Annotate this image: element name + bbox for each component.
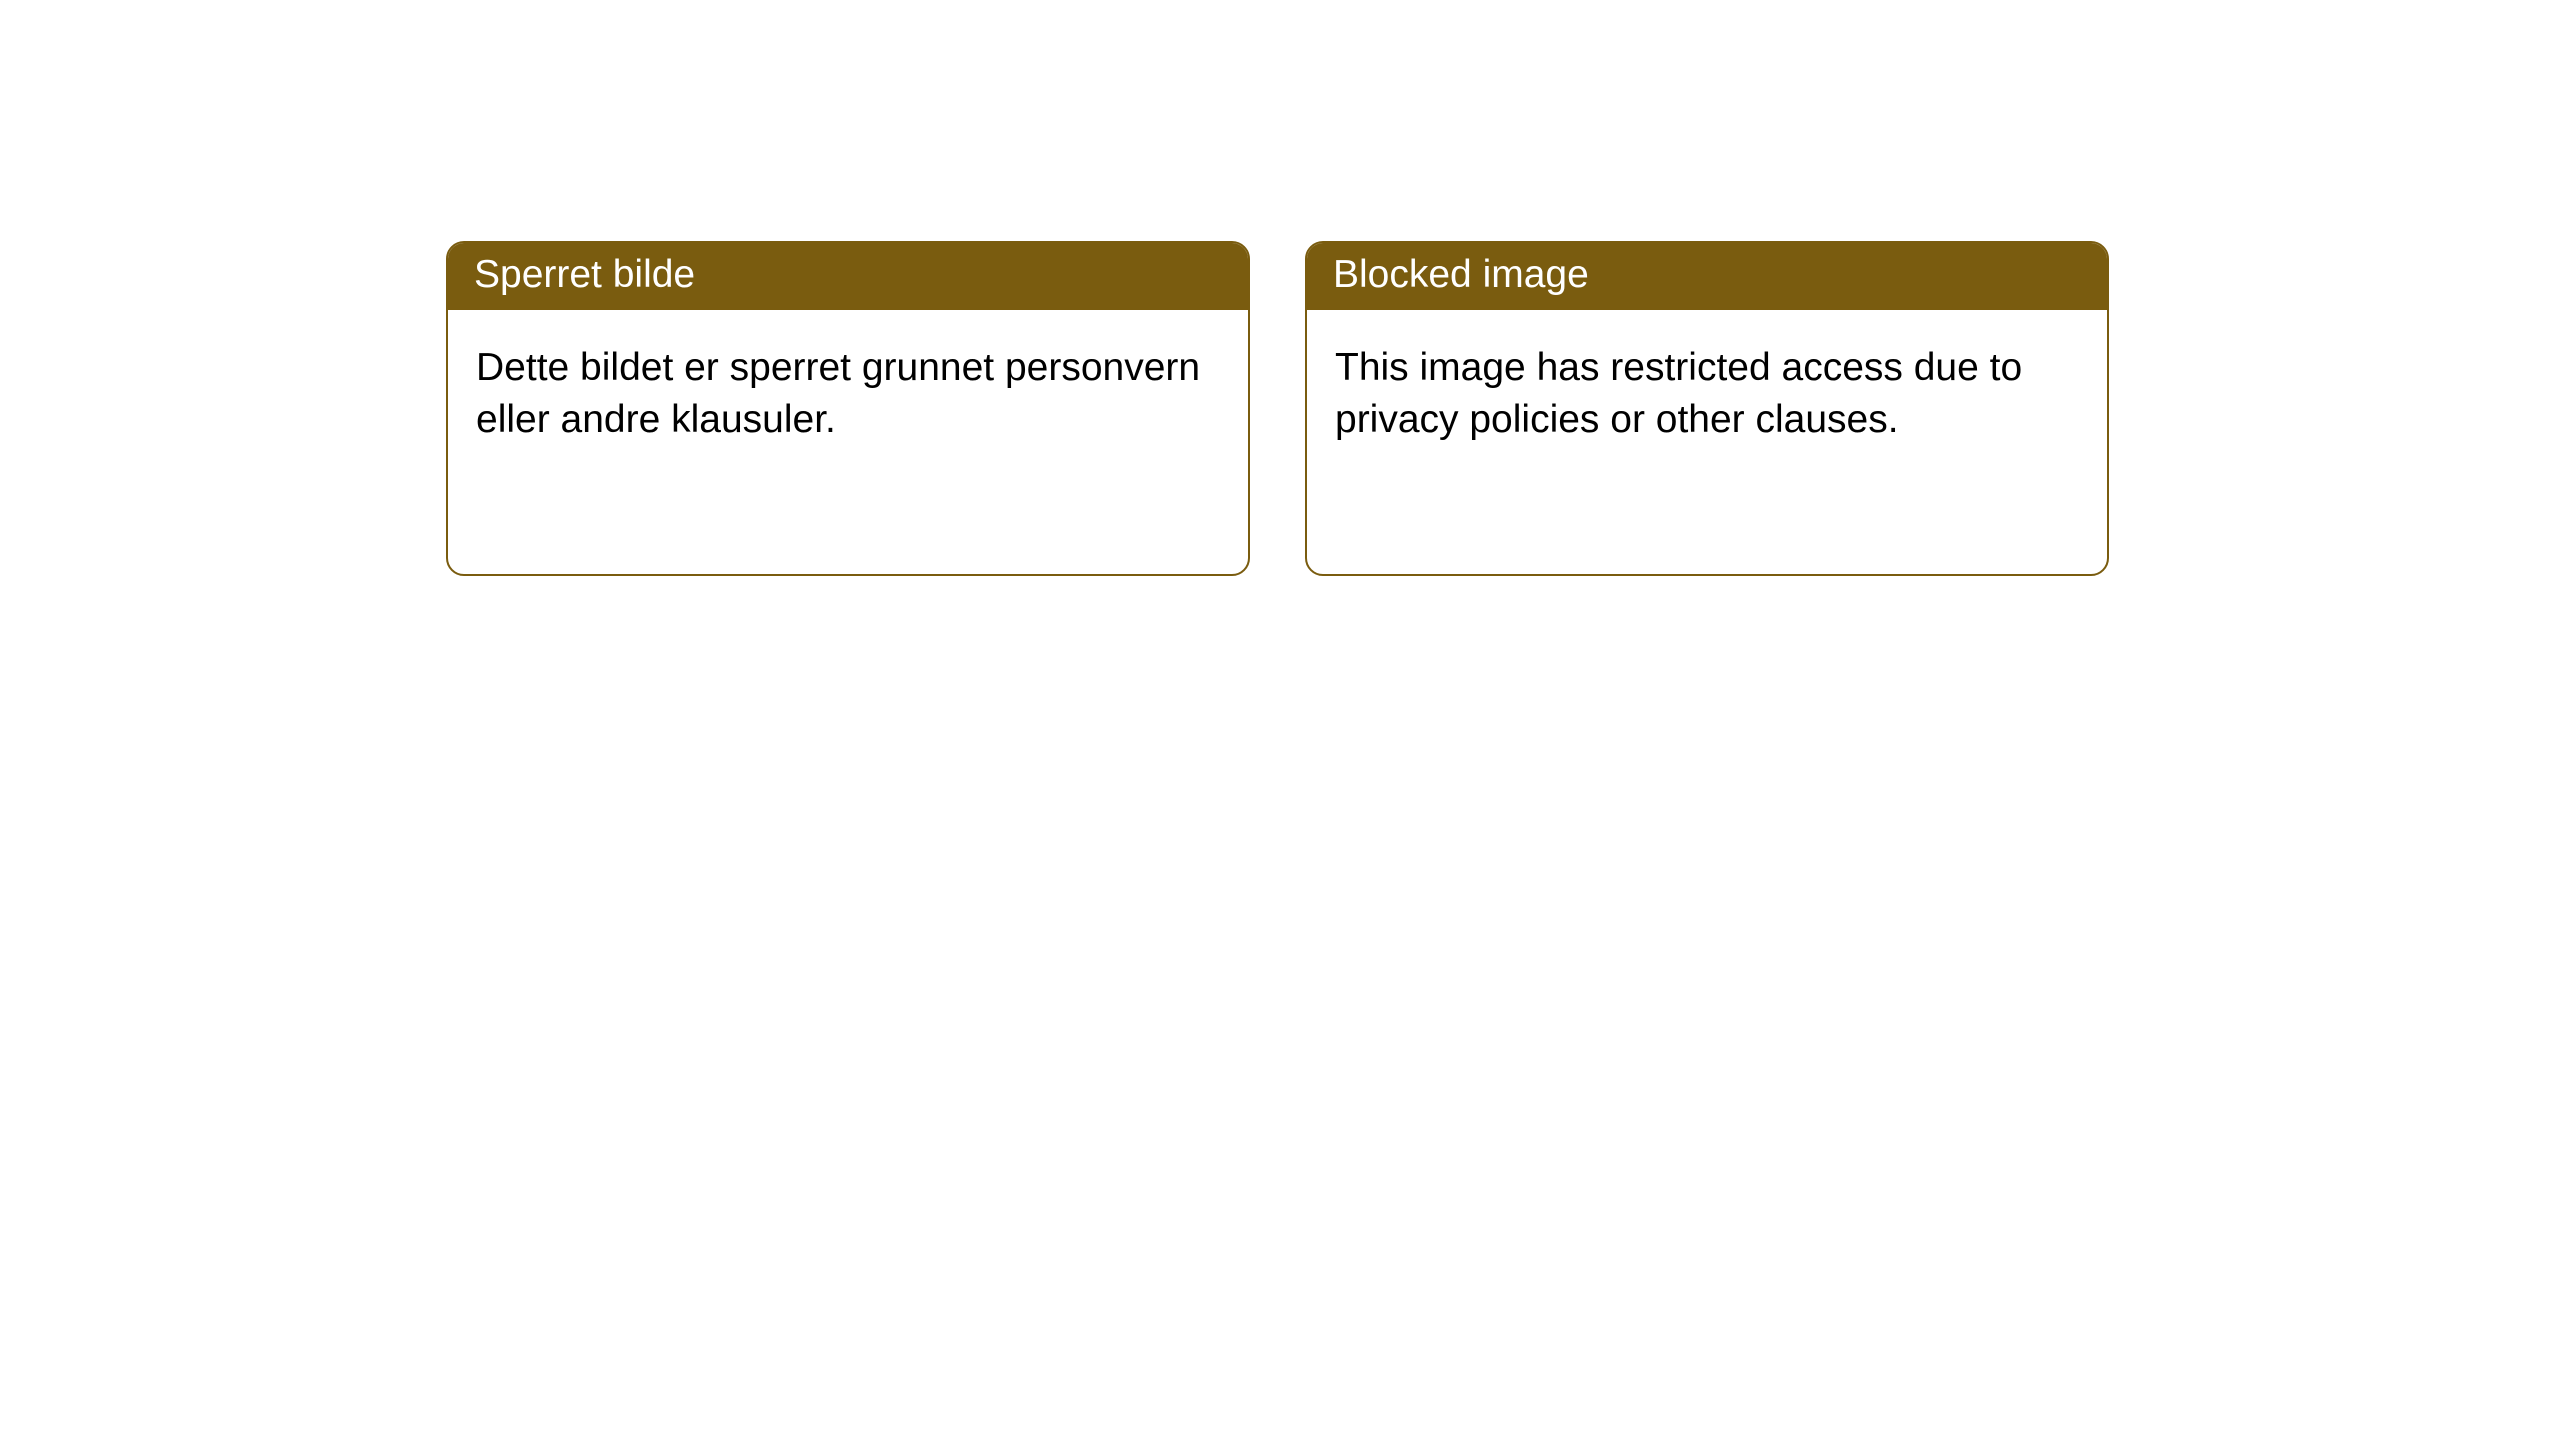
notice-title: Sperret bilde [474,253,695,296]
notice-header: Blocked image [1307,243,2107,310]
notice-box-english: Blocked image This image has restricted … [1305,241,2109,576]
notice-body-text: Dette bildet er sperret grunnet personve… [476,346,1200,441]
notice-title: Blocked image [1333,253,1589,296]
notice-header: Sperret bilde [448,243,1248,310]
notice-body: This image has restricted access due to … [1307,310,2107,479]
notice-body-text: This image has restricted access due to … [1335,346,2022,441]
notice-box-norwegian: Sperret bilde Dette bildet er sperret gr… [446,241,1250,576]
notice-container: Sperret bilde Dette bildet er sperret gr… [0,0,2560,576]
notice-body: Dette bildet er sperret grunnet personve… [448,310,1248,479]
